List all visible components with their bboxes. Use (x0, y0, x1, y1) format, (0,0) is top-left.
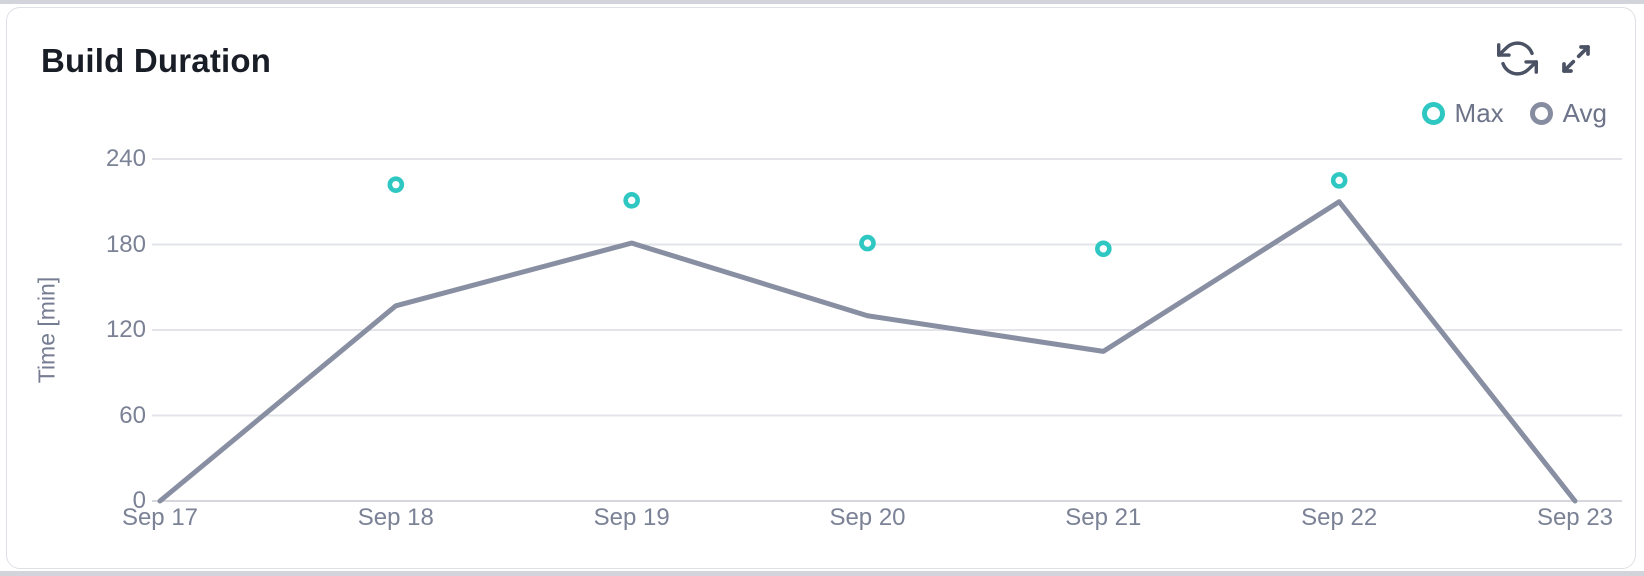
legend-item-max[interactable]: Max (1421, 98, 1504, 129)
max-series-swatch-icon (1421, 102, 1445, 125)
chart-legend: Max Avg (1421, 98, 1607, 129)
legend-item-avg[interactable]: Avg (1529, 98, 1607, 129)
legend-label-max: Max (1454, 98, 1504, 128)
top-edge-divider (0, 0, 1644, 4)
expand-button[interactable] (1555, 39, 1597, 81)
card-toolbar (1496, 39, 1597, 81)
refresh-icon (1496, 38, 1538, 82)
bottom-edge-divider (0, 571, 1644, 576)
expand-icon (1556, 39, 1596, 82)
legend-label-avg: Avg (1562, 98, 1607, 128)
refresh-button[interactable] (1496, 39, 1538, 81)
build-duration-card: Build Duration (6, 7, 1636, 569)
page-title: Build Duration (41, 42, 272, 79)
avg-series-swatch-icon (1529, 102, 1553, 125)
